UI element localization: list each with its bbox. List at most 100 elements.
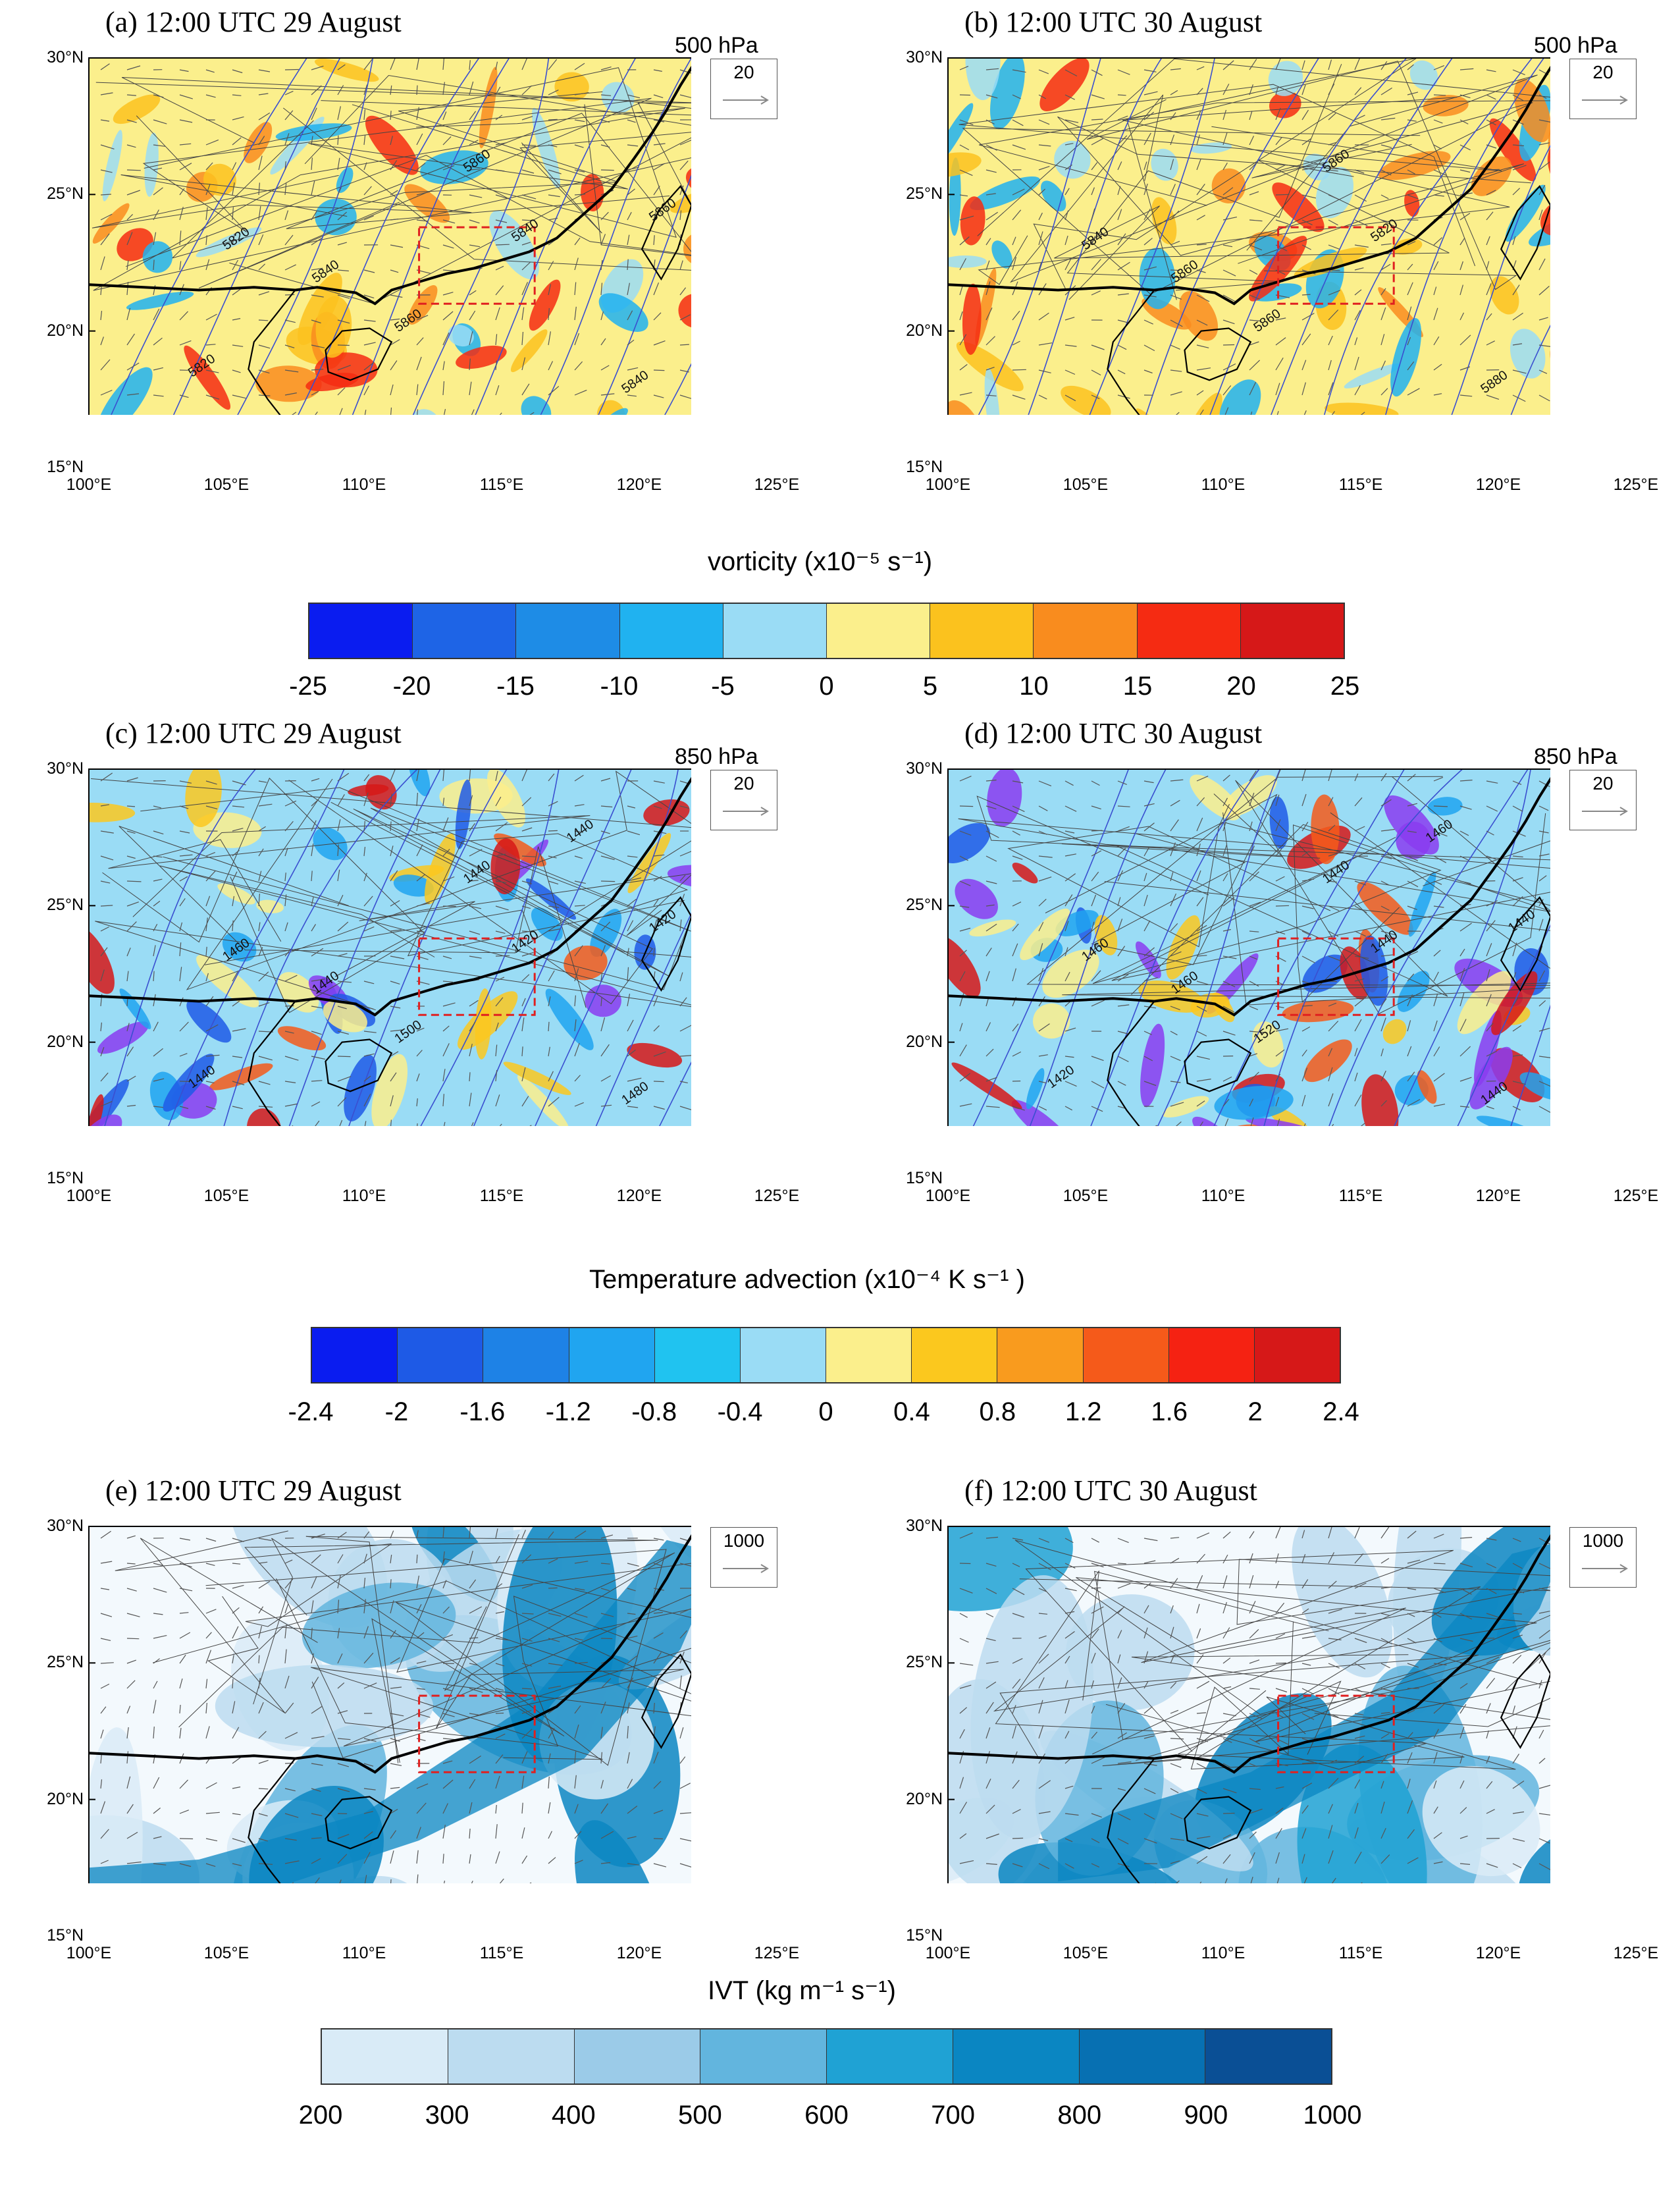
wind-vector — [959, 1532, 973, 1539]
wind-vector — [442, 1580, 447, 1589]
wind-vector — [232, 1655, 234, 1664]
wind-vector — [1038, 1106, 1047, 1111]
shaded-field-blob — [1026, 1067, 1045, 1110]
wind-vector — [1538, 1106, 1550, 1113]
wind-vector — [1176, 1880, 1180, 1883]
height-contour — [1394, 769, 1531, 1126]
shaded-field-blob — [1303, 1039, 1352, 1083]
shaded-field-blob — [970, 176, 1040, 211]
wind-vector — [1301, 219, 1313, 226]
shaded-field-blob — [1529, 209, 1550, 247]
wind-vector — [1328, 382, 1334, 396]
wind-vector — [390, 190, 398, 196]
wind-vector — [100, 92, 113, 95]
wind-vector — [548, 996, 551, 1007]
wind-vector — [1407, 1020, 1411, 1032]
wind-vector — [1196, 981, 1209, 985]
shaded-field-blob — [215, 1665, 433, 1748]
wind-vector — [416, 1632, 425, 1639]
wind-vector — [1117, 974, 1129, 982]
pressure-level-label: 500 hPa — [1534, 33, 1617, 58]
wind-vector — [959, 119, 974, 126]
wind-vector — [390, 929, 402, 932]
wind-vector — [495, 265, 504, 271]
wind-vector — [548, 1802, 551, 1814]
wind-vector — [1222, 84, 1230, 95]
wind-vector — [574, 1019, 577, 1032]
wind-vector — [416, 1661, 427, 1664]
wind-vector — [495, 61, 498, 70]
wind-vector — [1433, 261, 1439, 271]
wind-vector — [1012, 340, 1020, 346]
wind-vector — [679, 1081, 688, 1084]
china-coastline — [948, 65, 1550, 306]
wind-vector — [1064, 143, 1074, 146]
wind-vector — [1249, 341, 1259, 346]
wind-vector — [442, 981, 453, 982]
wind-vector — [1407, 1829, 1415, 1839]
wind-vector — [985, 1779, 991, 1789]
wind-vector — [1117, 919, 1123, 932]
wind-vector — [679, 1812, 691, 1814]
wind-vector — [521, 242, 531, 246]
wind-vector — [284, 183, 287, 196]
wind-vector — [1249, 1006, 1259, 1010]
panel-title: (d) 12:00 UTC 30 August — [964, 717, 1263, 749]
wind-vector — [442, 244, 454, 249]
hainan-island — [1184, 1796, 1252, 1850]
wind-vector — [495, 244, 510, 246]
wind-vector — [521, 357, 526, 371]
wind-vector — [959, 1023, 963, 1032]
wind-vector — [574, 119, 585, 122]
wind-vector — [653, 1677, 657, 1689]
wind-vector — [574, 1530, 587, 1539]
wind-vector — [548, 773, 555, 782]
wind-vector — [1538, 1729, 1544, 1739]
height-contour — [1029, 769, 1167, 1126]
wind-vector — [153, 209, 159, 221]
shaded-field-blob — [298, 273, 342, 346]
wind-vector — [600, 997, 602, 1007]
wind-vector — [1512, 855, 1523, 857]
wind-vector — [1328, 244, 1340, 250]
wind-vector — [1170, 319, 1183, 327]
colorbar-swatch — [569, 1328, 655, 1382]
wind-vector — [574, 306, 577, 321]
wind-vector — [284, 1675, 290, 1689]
shaded-field-blob — [89, 925, 115, 994]
wind-vector — [179, 119, 193, 123]
wind-vector — [521, 1584, 533, 1589]
wind-vector — [521, 282, 529, 296]
wind-vector — [1459, 1563, 1473, 1568]
vietnam-coastline — [248, 1758, 296, 1883]
wind-vector — [337, 894, 344, 907]
wind-vector — [1275, 819, 1281, 832]
wind-vector — [627, 1863, 639, 1866]
wind-vector — [679, 972, 683, 982]
wind-vector — [205, 1024, 219, 1032]
wind-vector — [1222, 294, 1236, 302]
wind-vector — [1091, 1563, 1104, 1568]
wind-vector — [1275, 876, 1285, 882]
wind-vector — [1407, 1752, 1413, 1764]
wind-vector — [1512, 896, 1523, 907]
wind-vector — [100, 1101, 113, 1107]
wind-vector — [469, 169, 480, 171]
wind-vector — [679, 210, 682, 221]
wind-vector — [1301, 1530, 1305, 1539]
wind-vector — [126, 1046, 134, 1057]
province-border — [1196, 1559, 1550, 1759]
reference-arrow-icon — [723, 807, 769, 816]
wind-vector — [1459, 1704, 1467, 1714]
wind-vector — [1380, 1017, 1386, 1032]
wind-vector — [337, 1854, 348, 1864]
wind-vector — [205, 259, 210, 271]
wind-vector — [179, 854, 193, 857]
wind-vector — [179, 1779, 188, 1789]
wind-vector — [1275, 1006, 1284, 1009]
wind-vector — [1459, 312, 1465, 321]
wind-vector — [1091, 119, 1103, 121]
wind-vector — [363, 873, 367, 882]
wind-vector — [1459, 1727, 1465, 1739]
wind-vector — [205, 946, 207, 957]
